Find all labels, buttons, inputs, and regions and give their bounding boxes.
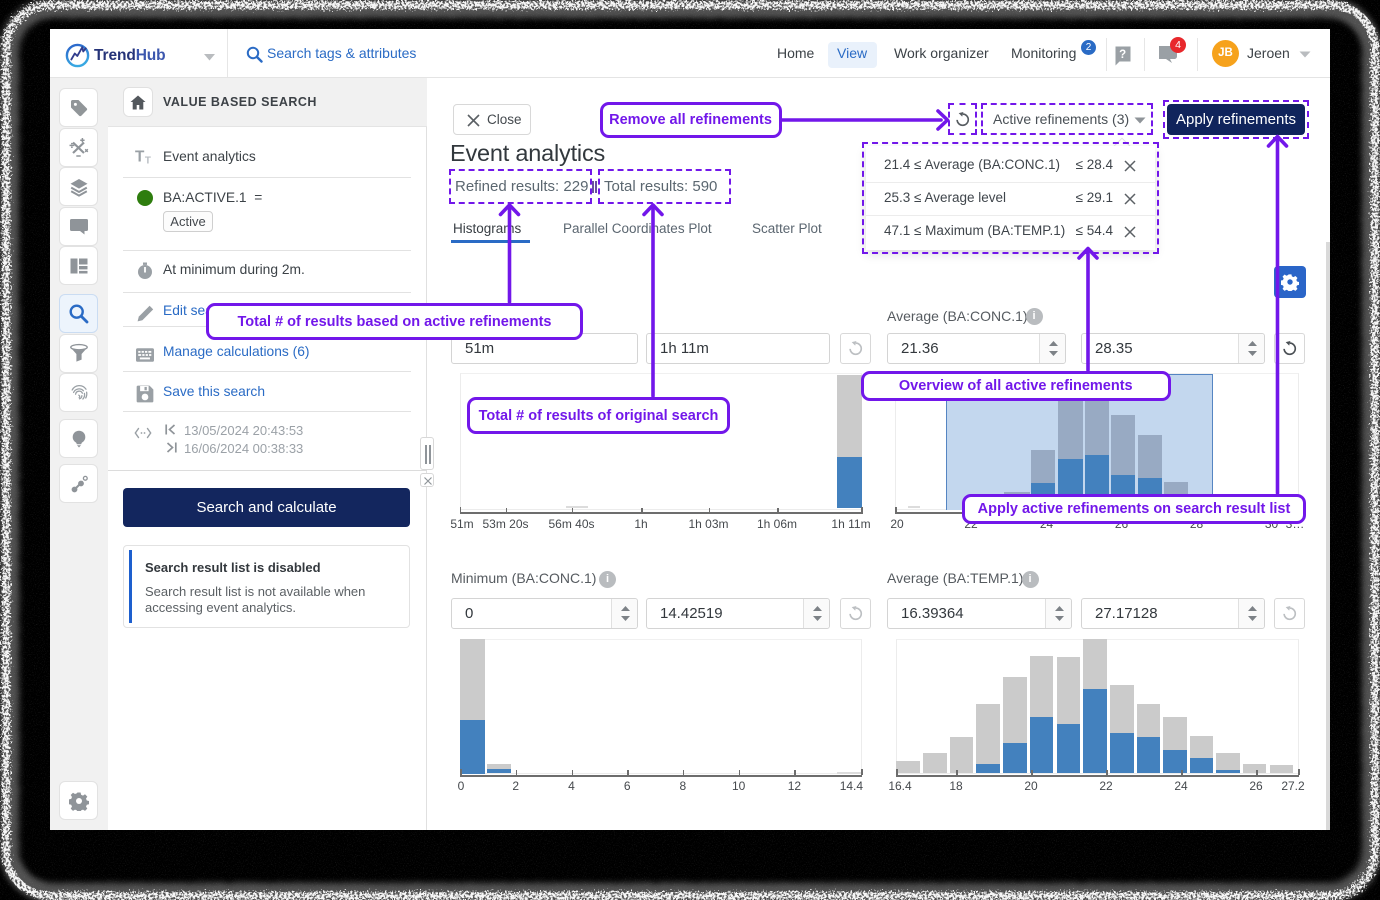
svg-text:T: T [135,149,145,166]
svg-text:?: ? [1119,49,1126,61]
svg-text:T: T [145,155,151,166]
